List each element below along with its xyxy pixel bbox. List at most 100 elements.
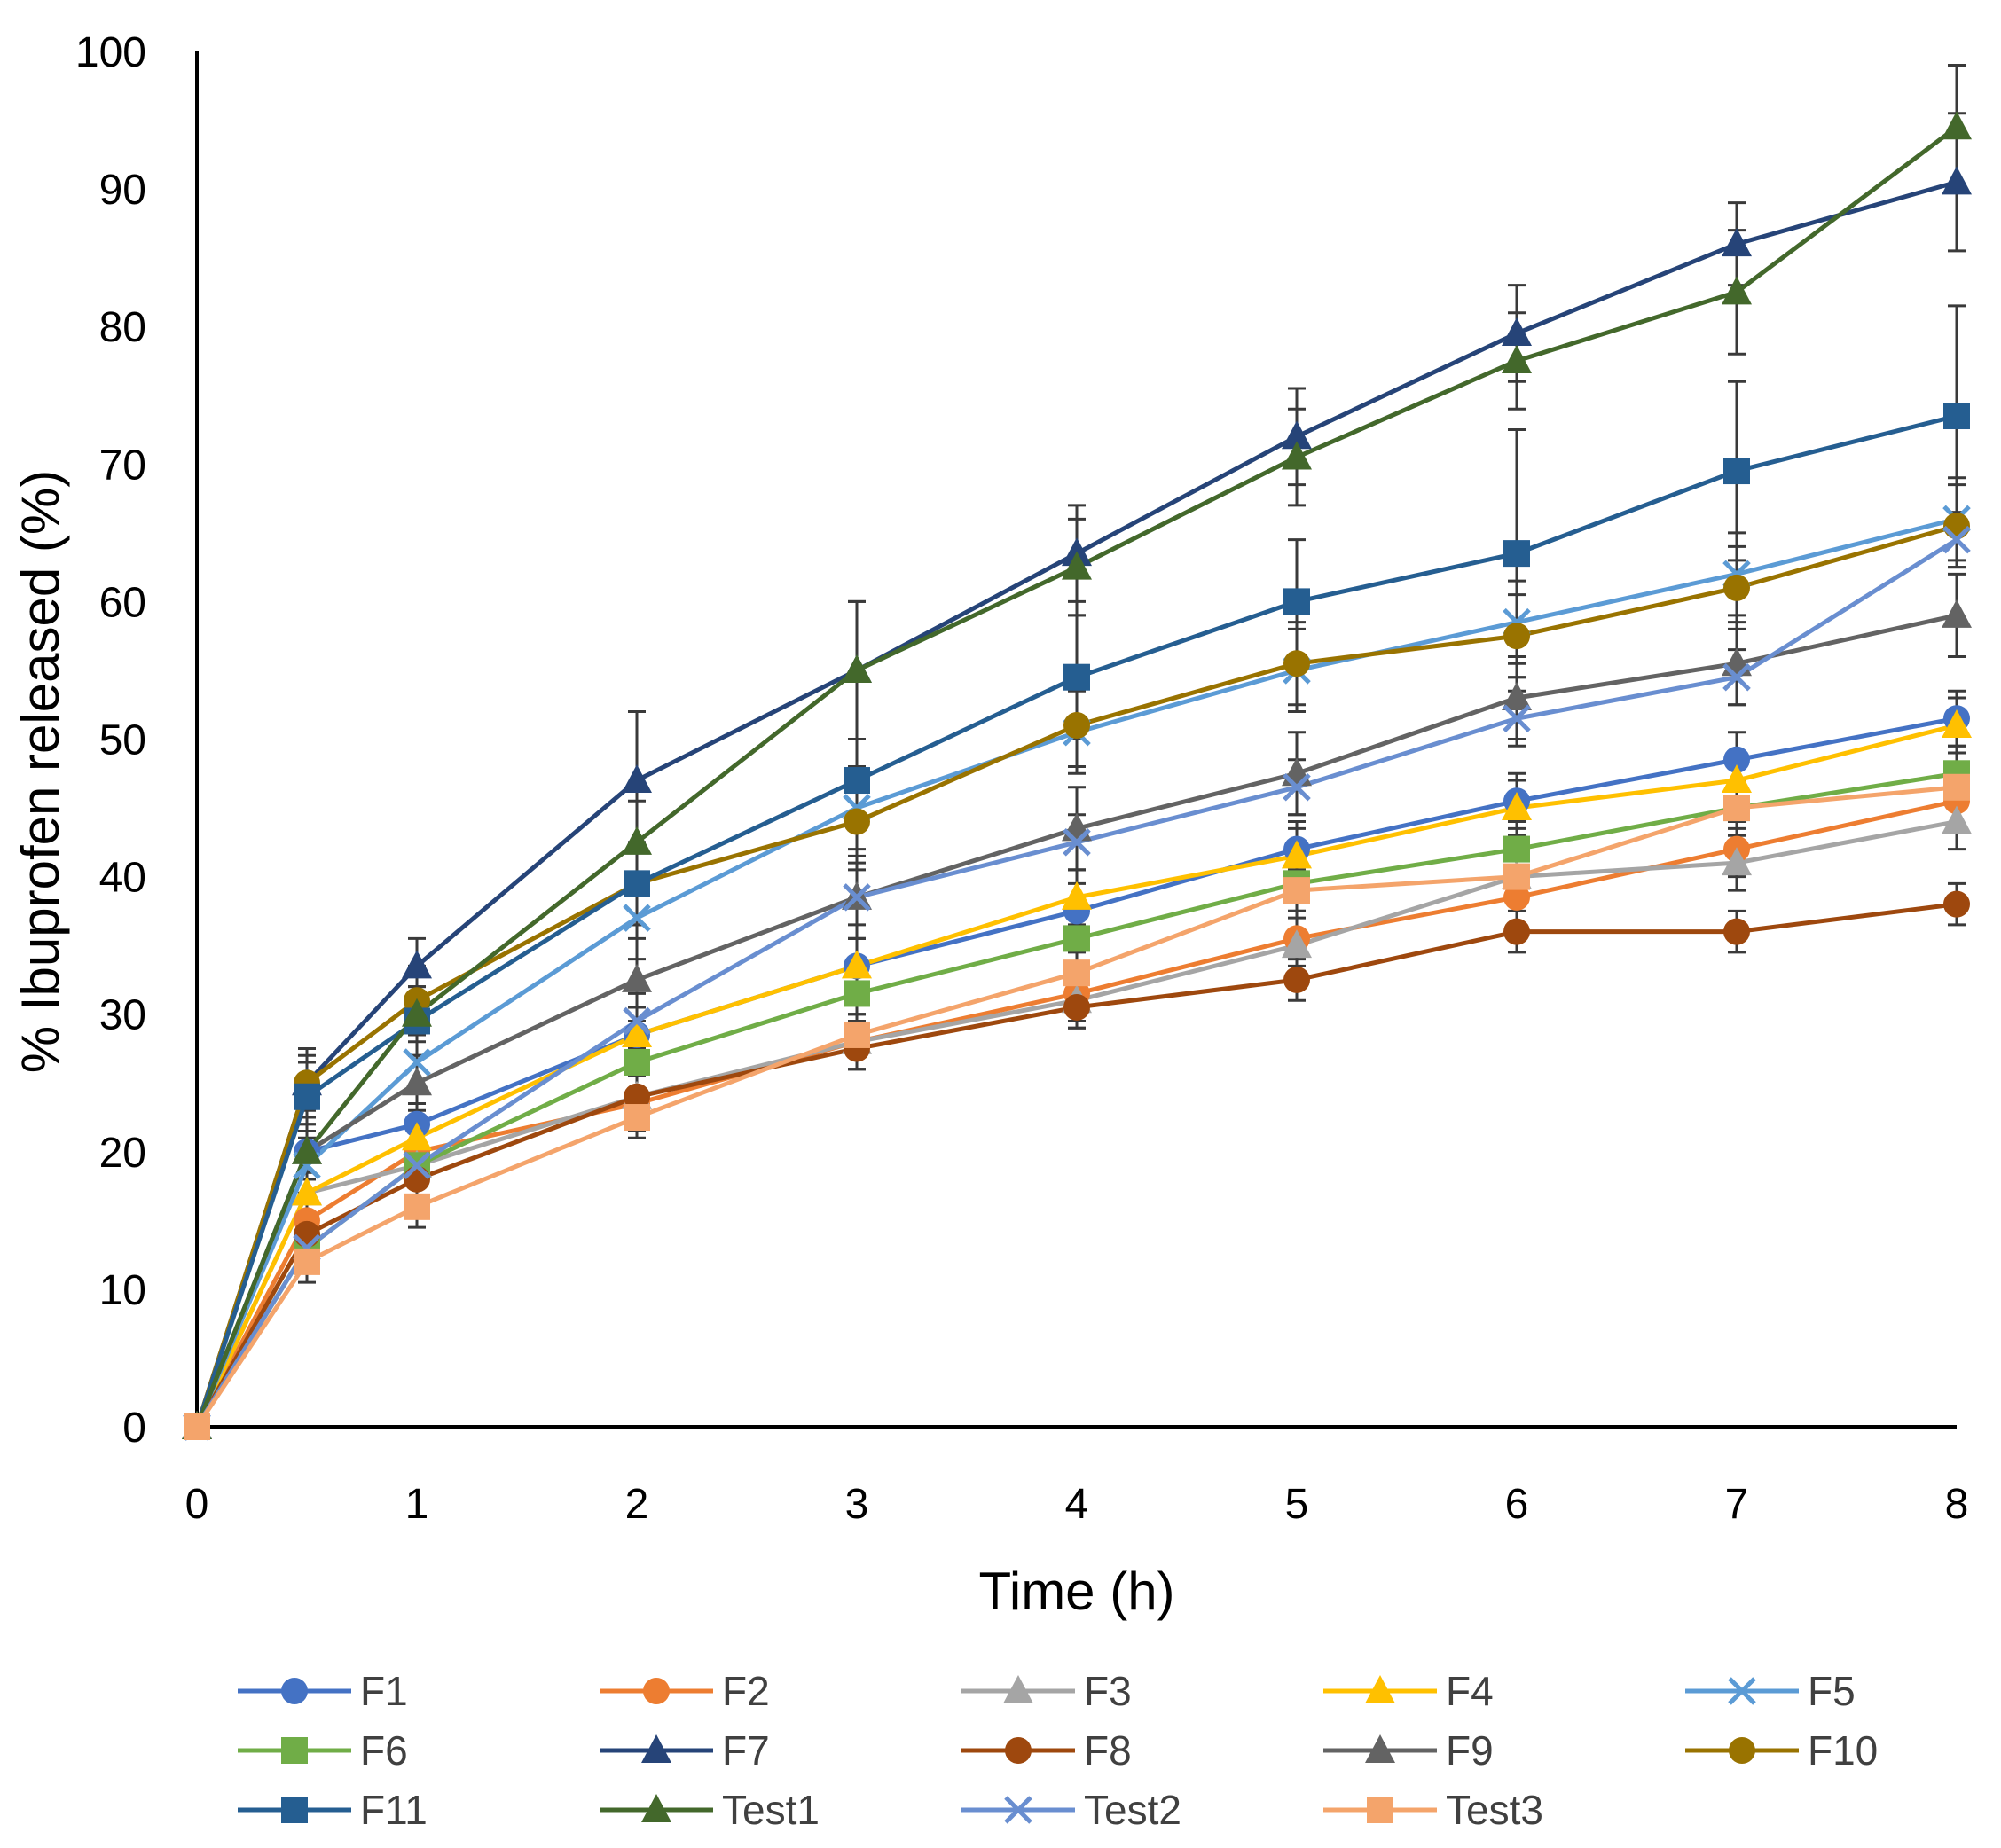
data-point-f7 bbox=[622, 764, 652, 794]
series-line-f3 bbox=[194, 819, 1958, 1429]
series-line-f4 bbox=[194, 723, 1958, 1429]
data-point-test2 bbox=[1942, 525, 1971, 554]
y-axis-title: % Ibuprofen released (%) bbox=[11, 470, 70, 1073]
series-line-f11 bbox=[194, 413, 1958, 1428]
data-point-f9 bbox=[402, 1067, 432, 1096]
y-tick-label: 100 bbox=[75, 29, 146, 76]
data-point-f11 bbox=[624, 870, 650, 897]
data-point-test1 bbox=[622, 826, 652, 855]
y-tick-label: 10 bbox=[99, 1267, 146, 1314]
legend-item-f10: F10 bbox=[1685, 1727, 1878, 1774]
legend-label: Test1 bbox=[722, 1787, 820, 1833]
legend-marker bbox=[641, 1794, 671, 1822]
axes-group bbox=[195, 51, 1957, 1429]
data-point-f9 bbox=[1502, 681, 1532, 710]
legend-marker bbox=[643, 1678, 670, 1704]
data-point-test1 bbox=[1282, 441, 1312, 470]
legend-label: Test2 bbox=[1084, 1787, 1181, 1833]
data-point-test2 bbox=[1283, 773, 1311, 802]
data-point-f6 bbox=[1063, 925, 1090, 952]
legend-marker bbox=[641, 1734, 671, 1763]
data-point-f4 bbox=[1282, 840, 1312, 869]
data-point-test2 bbox=[403, 1151, 431, 1180]
data-point-test3 bbox=[1063, 959, 1090, 987]
data-point-f8 bbox=[1723, 918, 1750, 945]
y-tick-label: 60 bbox=[99, 579, 146, 626]
error-bars-group bbox=[298, 64, 1966, 1284]
legend-item-f2: F2 bbox=[600, 1668, 770, 1714]
data-point-test3 bbox=[624, 1104, 650, 1132]
y-tick-label: 0 bbox=[122, 1405, 146, 1452]
data-point-test1 bbox=[402, 998, 432, 1027]
series-line-f5 bbox=[194, 516, 1958, 1428]
data-point-f7 bbox=[1942, 166, 1972, 195]
data-point-f8 bbox=[404, 1165, 430, 1193]
data-point-test3 bbox=[184, 1413, 210, 1440]
data-point-test1 bbox=[1062, 551, 1092, 580]
data-point-f7 bbox=[1722, 228, 1752, 257]
legend-label: Test3 bbox=[1446, 1787, 1543, 1833]
legend-label: F7 bbox=[722, 1727, 770, 1774]
data-point-f7 bbox=[402, 950, 432, 979]
data-point-test2 bbox=[623, 1006, 651, 1036]
x-tick-label: 2 bbox=[625, 1481, 649, 1528]
series-line-f2 bbox=[194, 798, 1958, 1429]
legend-label: F11 bbox=[360, 1787, 428, 1833]
data-point-f9 bbox=[1942, 599, 1972, 628]
legend-label: F1 bbox=[360, 1668, 408, 1714]
legend-item-f3: F3 bbox=[961, 1668, 1132, 1714]
legend-label: F6 bbox=[360, 1727, 408, 1774]
data-point-f10 bbox=[1503, 623, 1530, 650]
legend-item-f5: F5 bbox=[1685, 1668, 1856, 1714]
data-point-f11 bbox=[1063, 663, 1090, 691]
legend-label: F5 bbox=[1808, 1668, 1856, 1714]
data-point-test3 bbox=[844, 1021, 870, 1048]
legend-marker bbox=[1003, 1675, 1033, 1703]
legend-item-test2: Test2 bbox=[961, 1787, 1181, 1833]
data-point-f9 bbox=[622, 963, 652, 992]
legend-label: F3 bbox=[1084, 1668, 1132, 1714]
data-point-test2 bbox=[1503, 704, 1531, 733]
data-point-test1 bbox=[1722, 276, 1752, 305]
data-point-f11 bbox=[1723, 458, 1750, 485]
series-line-test1 bbox=[194, 125, 1958, 1428]
y-tick-label: 70 bbox=[99, 442, 146, 489]
data-point-f10 bbox=[1063, 711, 1090, 739]
data-point-test3 bbox=[1283, 877, 1310, 904]
data-point-test1 bbox=[1502, 344, 1532, 373]
data-point-f11 bbox=[294, 1083, 320, 1110]
y-tick-label: 30 bbox=[99, 992, 146, 1039]
data-point-f7 bbox=[1282, 420, 1312, 450]
data-point-test3 bbox=[1723, 795, 1750, 822]
data-point-f8 bbox=[294, 1220, 320, 1248]
data-point-f8 bbox=[624, 1083, 650, 1110]
legend-marker bbox=[1367, 1797, 1393, 1823]
data-point-f6 bbox=[844, 980, 870, 1007]
legend-marker bbox=[281, 1678, 308, 1704]
data-point-f6 bbox=[624, 1048, 650, 1076]
data-point-test3 bbox=[1503, 863, 1530, 890]
data-point-f11 bbox=[844, 767, 870, 795]
data-point-f10 bbox=[1943, 513, 1970, 540]
data-point-test2 bbox=[1722, 662, 1751, 692]
legend-item-test3: Test3 bbox=[1323, 1787, 1543, 1833]
legend-marker bbox=[1004, 1796, 1032, 1824]
data-point-test3 bbox=[294, 1248, 320, 1275]
series-line-f7 bbox=[194, 179, 1958, 1428]
data-point-test3 bbox=[1943, 773, 1970, 801]
legend-item-f1: F1 bbox=[238, 1668, 408, 1714]
data-point-f10 bbox=[1723, 574, 1750, 601]
legend-item-f7: F7 bbox=[600, 1727, 770, 1774]
data-point-f8 bbox=[1283, 966, 1310, 993]
data-point-f11 bbox=[1943, 403, 1970, 430]
tick-labels-group: 0 10 20 30 40 50 60 70 80 90 100 0 1 2 3 4 5 6 7 8 bbox=[75, 29, 1968, 1528]
x-tick-label: 8 bbox=[1945, 1481, 1969, 1528]
data-point-f8 bbox=[1503, 918, 1530, 945]
series-markers-group bbox=[182, 111, 1972, 1441]
data-point-f11 bbox=[1503, 540, 1530, 568]
data-point-f4 bbox=[1722, 764, 1752, 794]
legend-marker bbox=[1365, 1734, 1395, 1763]
data-point-f3 bbox=[1722, 847, 1752, 876]
data-point-f5 bbox=[623, 904, 651, 932]
legend-marker bbox=[281, 1797, 308, 1823]
